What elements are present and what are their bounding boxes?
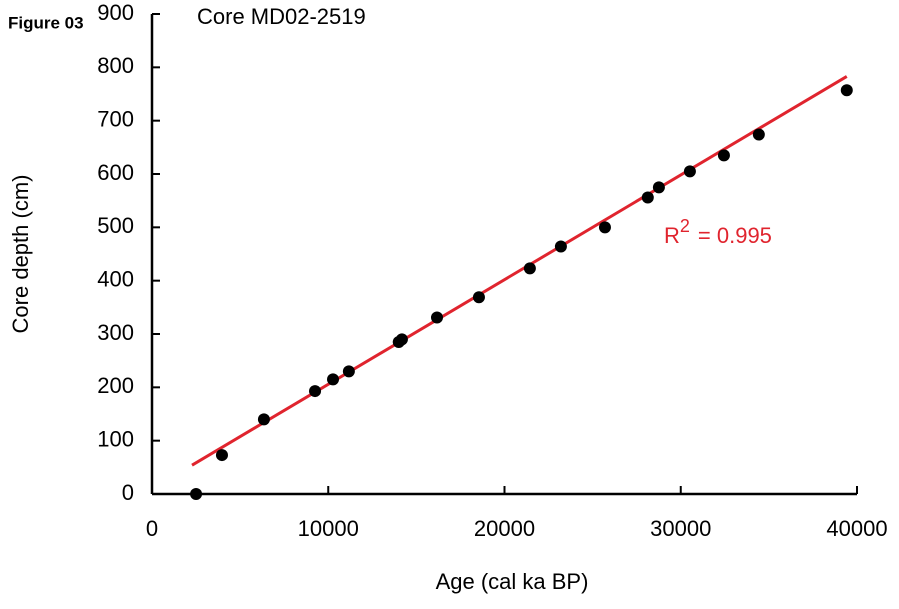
x-tick-label: 20000: [474, 516, 535, 541]
y-tick-label: 0: [122, 480, 134, 505]
r-squared: R2 = 0.995: [664, 216, 772, 248]
data-point: [652, 181, 665, 194]
y-tick-label: 700: [97, 106, 134, 131]
x-tick-label: 0: [146, 516, 158, 541]
y-tick-label: 400: [97, 266, 134, 291]
data-point: [430, 311, 443, 324]
r-value: = 0.995: [698, 223, 772, 248]
data-point: [215, 449, 228, 462]
y-tick-label: 100: [97, 426, 134, 451]
x-tick-label: 30000: [650, 516, 711, 541]
data-point: [472, 291, 485, 304]
data-point: [257, 413, 270, 426]
data-point: [327, 373, 340, 386]
data-point: [309, 385, 322, 398]
data-point: [717, 149, 730, 162]
y-tick-label: 200: [97, 373, 134, 398]
y-tick-label: 300: [97, 320, 134, 345]
chart-title: Core MD02-2519: [197, 4, 366, 29]
figure-label: Figure 03: [8, 13, 84, 32]
fit-line: [191, 75, 848, 467]
data-point: [523, 262, 536, 275]
data-point: [752, 128, 765, 141]
x-axis-label: Age (cal ka BP): [436, 569, 589, 594]
y-tick-label: 800: [97, 53, 134, 78]
r-superscript: 2: [680, 216, 690, 236]
x-tick-label: 40000: [826, 516, 887, 541]
data-point: [840, 84, 853, 97]
data-point: [395, 333, 408, 346]
x-tick-label: 10000: [298, 516, 359, 541]
data-point: [554, 240, 567, 253]
data-point: [342, 365, 355, 378]
r-symbol: R: [664, 223, 680, 248]
data-point: [641, 191, 654, 204]
y-tick-label: 500: [97, 213, 134, 238]
y-tick-label: 600: [97, 160, 134, 185]
data-point: [598, 221, 611, 234]
data-point: [683, 165, 696, 178]
y-tick-label: 900: [97, 0, 134, 25]
y-axis-label: Core depth (cm): [8, 175, 33, 334]
data-point: [190, 488, 203, 500]
